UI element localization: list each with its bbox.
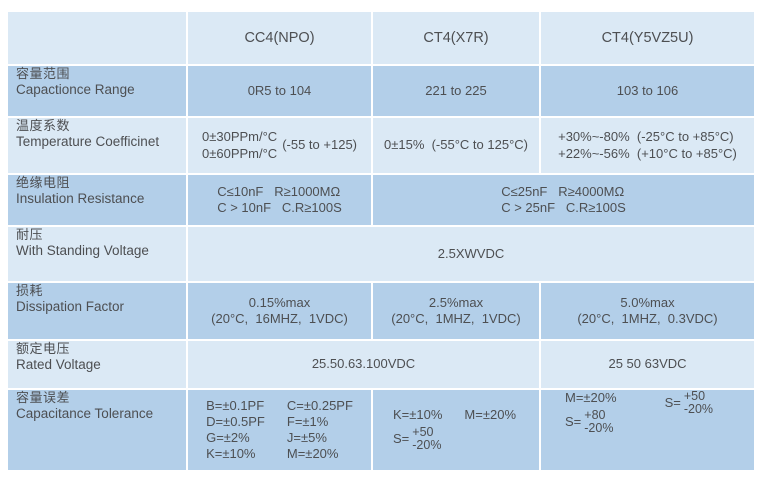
- cell-capacitance-tolerance-y5v: M=±20% S= +80 -20% S= +50 -20%: [541, 389, 754, 470]
- cell-insulation-resistance-x7r-y5v: C≤25nF R≥4000MΩ C > 25nF C.R≥100S: [373, 175, 754, 225]
- cell-temperature-coefficient-x7r: 0±15% (-55°C to 125°C): [373, 118, 539, 173]
- row-label-zh: 耐压: [16, 227, 44, 242]
- dissipation-cc4-line1: 0.15%max: [248, 294, 311, 310]
- tolerance-s-item: S= +80 -20%: [565, 409, 613, 435]
- tolerance-s-item: S= +50 -20%: [393, 426, 441, 452]
- row-label-dissipation-factor: 损耗 Dissipation Factor: [8, 283, 186, 339]
- row-label-capacitance-tolerance: 容量误差 Capacitance Tolerance: [8, 390, 186, 470]
- tolerance-item: K=±10%: [393, 407, 443, 423]
- row-label-en: Capactionce Range: [16, 82, 135, 98]
- cell-dissipation-factor-x7r: 2.5%max (20°C, 1MHZ, 1VDC): [373, 283, 539, 339]
- row-label-en: With Standing Voltage: [16, 243, 149, 259]
- tolerance-item: C=±0.25PF: [286, 398, 353, 414]
- tolerance-item: K=±10%: [206, 445, 256, 461]
- s-top: +80: [584, 408, 606, 423]
- row-label-en: Capacitance Tolerance: [16, 406, 154, 422]
- s-bottom: -20%: [683, 402, 714, 417]
- cell-temperature-coefficient-y5v: +30%~-80% (-25°C to +85°C) +22%~-56% (+1…: [541, 118, 754, 173]
- dissipation-cc4-line2: (20°C, 16MHZ, 1VDC): [211, 311, 348, 326]
- row-label-zh: 绝缘电阻: [16, 175, 71, 190]
- cell-capacitance-tolerance-cc4: B=±0.1PF C=±0.25PF D=±0.5PF F=±1% G=±2% …: [188, 390, 371, 470]
- tolerance-item: M=±20%: [565, 390, 617, 405]
- cell-capacitance-range-cc4: 0R5 to 104: [188, 66, 371, 116]
- temp-coeff-cc4-line2: 0±60PPm/°C: [202, 145, 278, 161]
- row-label-en: Insulation Resistance: [16, 191, 145, 207]
- cell-dissipation-factor-y5v: 5.0%max (20°C, 1MHZ, 0.3VDC): [541, 283, 754, 339]
- insulation-cc4-line2: C > 10nF C.R≥100S: [217, 200, 342, 215]
- column-header-ct4x7r: CT4(X7R): [373, 12, 539, 64]
- tolerance-item: F=±1%: [286, 414, 329, 430]
- cell-rated-voltage-cc4-x7r: 25.50.63.100VDC: [188, 341, 539, 388]
- capacitor-spec-table: CC4(NPO) CT4(X7R) CT4(Y5VZ5U) 容量范围 Capac…: [8, 12, 754, 470]
- row-label-temperature-coefficient: 温度系数 Temperature Coefficinet: [8, 118, 186, 173]
- cell-rated-voltage-y5v: 25 50 63VDC: [541, 341, 754, 388]
- row-label-capacitance-range: 容量范围 Capactionce Range: [8, 66, 186, 116]
- row-label-zh: 温度系数: [16, 118, 71, 133]
- temp-coeff-y5v-line1: +30%~-80% (-25°C to +85°C): [558, 129, 734, 145]
- row-label-withstanding-voltage: 耐压 With Standing Voltage: [8, 227, 186, 281]
- row-label-zh: 容量误差: [16, 390, 71, 405]
- cell-withstanding-voltage-all: 2.5XWVDC: [188, 227, 754, 281]
- column-header-cc4npo: CC4(NPO): [188, 12, 371, 64]
- insulation-merged-line2: C > 25nF C.R≥100S: [501, 200, 626, 215]
- temp-coeff-cc4-range: (-55 to +125): [282, 137, 357, 153]
- insulation-cc4-line1: C≤10nF R≥1000MΩ: [217, 183, 341, 199]
- row-label-zh: 容量范围: [16, 66, 71, 81]
- cell-insulation-resistance-cc4: C≤10nF R≥1000MΩ C > 10nF C.R≥100S: [188, 175, 371, 225]
- row-label-en: Dissipation Factor: [16, 299, 125, 315]
- cell-capacitance-tolerance-x7r: K=±10% M=±20% S= +50 -20%: [373, 390, 539, 470]
- insulation-merged-line1: C≤25nF R≥4000MΩ: [501, 183, 625, 199]
- s-top: +50: [683, 389, 706, 403]
- tolerance-item: D=±0.5PF: [206, 414, 265, 430]
- row-label-zh: 额定电压: [16, 341, 71, 356]
- s-prefix: S=: [565, 414, 582, 430]
- temp-coeff-y5v-line2: +22%~-56% (+10°C to +85°C): [558, 145, 737, 161]
- tolerance-item: B=±0.1PF: [206, 398, 265, 414]
- temp-coeff-cc4-line1: 0±30PPm/°C: [202, 129, 278, 145]
- tolerance-item: J=±5%: [286, 430, 327, 445]
- row-label-en: Temperature Coefficinet: [16, 134, 160, 150]
- s-bottom: -20%: [412, 438, 442, 453]
- row-label-en: Rated Voltage: [16, 357, 101, 373]
- cell-dissipation-factor-cc4: 0.15%max (20°C, 16MHZ, 1VDC): [188, 283, 371, 339]
- cell-temperature-coefficient-cc4: 0±30PPm/°C 0±60PPm/°C (-55 to +125): [188, 118, 371, 173]
- tolerance-item: M=±20%: [464, 407, 516, 423]
- dissipation-x7r-line2: (20°C, 1MHZ, 1VDC): [391, 311, 521, 326]
- row-label-rated-voltage: 额定电压 Rated Voltage: [8, 341, 186, 388]
- s-prefix: S=: [393, 431, 410, 447]
- header-corner-cell: [8, 12, 186, 64]
- row-label-zh: 损耗: [16, 283, 44, 298]
- s-top: +50: [412, 425, 434, 440]
- dissipation-y5v-line1: 5.0%max: [620, 294, 675, 310]
- cell-capacitance-range-y5v: 103 to 106: [541, 66, 754, 116]
- s-bottom: -20%: [584, 421, 614, 436]
- tolerance-item: M=±20%: [286, 445, 339, 461]
- cell-capacitance-range-x7r: 221 to 225: [373, 66, 539, 116]
- dissipation-y5v-line2: (20°C, 1MHZ, 0.3VDC): [577, 311, 718, 326]
- column-header-ct4y5vz5u: CT4(Y5VZ5U): [541, 12, 754, 64]
- tolerance-item: G=±2%: [206, 430, 250, 445]
- s-prefix: S=: [664, 395, 681, 410]
- dissipation-x7r-line1: 2.5%max: [428, 294, 484, 310]
- row-label-insulation-resistance: 绝缘电阻 Insulation Resistance: [8, 175, 186, 225]
- tolerance-s-item: S= +50 -20%: [664, 389, 714, 417]
